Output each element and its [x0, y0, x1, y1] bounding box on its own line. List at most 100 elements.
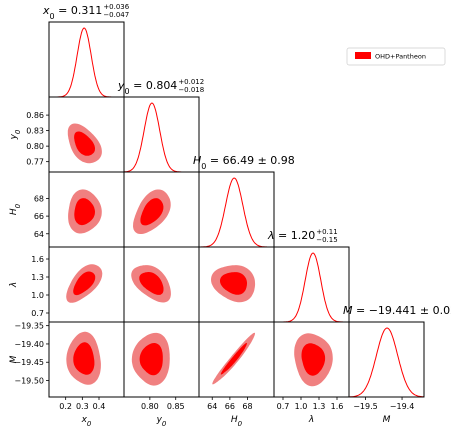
x-tick-label-H0: 68 — [242, 402, 252, 411]
contour-68-M-y0 — [139, 343, 163, 376]
panel-content — [211, 265, 256, 303]
y-tick-label-lambda: 0.7 — [31, 309, 44, 318]
y-tick-label-lambda: 1.3 — [31, 273, 44, 282]
title-plus-x0: +0.036 — [103, 3, 129, 11]
x-tick-label-lambda: 0.7 — [277, 402, 290, 411]
panel-H0-y0 — [123, 171, 200, 248]
panel-content — [66, 331, 101, 385]
x-tick-label-x0: 0.3 — [76, 402, 89, 411]
panel-frame — [198, 171, 275, 248]
x-tick-label-H0: 64 — [207, 402, 217, 411]
panel-content — [131, 332, 170, 386]
panel-content — [49, 27, 124, 97]
x-tick-label-x0: 0.4 — [93, 402, 106, 411]
contour-68-lambda-H0 — [220, 272, 247, 295]
contour-68-H0-y0 — [140, 198, 164, 226]
y-axis-label-lambda: λ — [9, 282, 19, 288]
title-minus-lambda: −0.15 — [316, 236, 337, 244]
panel-y0-y0 — [123, 96, 200, 173]
contour-68-M-lambda — [301, 343, 326, 376]
panel-content — [67, 123, 102, 164]
panel-M-M: −19.5 −19.4 M — [348, 321, 425, 425]
title-plus-y0: +0.012 — [178, 78, 204, 86]
x-tick-label-M: −19.4 — [390, 402, 415, 411]
x-axis-label-H0: H0 — [231, 415, 243, 428]
panel-lambda-H0 — [198, 246, 275, 323]
panel-content — [274, 252, 349, 322]
panel-frame — [123, 96, 200, 173]
panel-lambda-lambda — [273, 246, 350, 323]
y-tick-label-H0: 64 — [34, 230, 44, 239]
y-tick-label-M: −19.35 — [14, 322, 44, 331]
panel-content — [349, 327, 424, 397]
panel-content — [68, 189, 102, 234]
panel-lambda-y0 — [123, 246, 200, 323]
x-tick-label-x0: 0.2 — [59, 402, 72, 411]
title-H0: H0 = 66.49 ± 0.98 — [193, 154, 295, 171]
y-tick-label-M: −19.45 — [14, 358, 44, 367]
panel-content — [133, 189, 171, 234]
y-tick-label-M: −19.50 — [14, 377, 44, 386]
x-axis-label-y0: y0 — [156, 415, 167, 428]
x-tick-label-lambda: 1.6 — [331, 402, 344, 411]
x-axis-label-lambda: λ — [308, 415, 314, 425]
posterior-curve-M — [349, 327, 424, 397]
panel-content — [294, 333, 333, 387]
panels-layer: 0.770.800.830.86y0646668H00.71.01.31.6λ0… — [9, 21, 425, 428]
posterior-curve-H0 — [199, 177, 274, 247]
panel-content — [66, 264, 103, 303]
contour-68-H0-x0 — [74, 198, 95, 226]
x-axis-label-M: M — [383, 415, 391, 425]
y-tick-label-y0: 0.80 — [26, 142, 44, 151]
title-x0: x0 = 0.311 — [42, 4, 102, 21]
y-tick-label-y0: 0.83 — [26, 127, 44, 136]
x-tick-label-H0: 66 — [225, 402, 235, 411]
title-plus-lambda: +0.11 — [316, 228, 337, 236]
panel-frame — [348, 321, 425, 398]
title-M: M = −19.441 ± 0.029 — [343, 304, 451, 317]
y-tick-label-y0: 0.77 — [26, 158, 44, 167]
panel-H0-x0: 64 66 68 H0 — [9, 171, 125, 248]
panel-H0-H0 — [198, 171, 275, 248]
title-y0: y0 = 0.804 — [117, 79, 177, 96]
contour-68-lambda-y0 — [139, 272, 164, 295]
y-tick-label-H0: 66 — [34, 212, 44, 221]
title-minus-x0: −0.047 — [103, 11, 129, 19]
posterior-curve-x0 — [49, 27, 124, 97]
x-tick-label-M: −19.5 — [353, 402, 378, 411]
panel-content — [199, 177, 274, 247]
panel-y0-x0: 0.77 0.80 0.83 0.86 y0 — [9, 96, 125, 173]
x-tick-label-lambda: 1.3 — [313, 402, 326, 411]
panel-M-x0: 0.2 0.3 0.4x0 −19.50 −19.45 −19.40 −19.35 M — [9, 321, 125, 428]
y-tick-label-lambda: 1.0 — [31, 291, 44, 300]
panel-content — [212, 332, 255, 385]
contour-68-M-x0 — [73, 342, 95, 375]
posterior-curve-lambda — [274, 252, 349, 322]
y-tick-label-H0: 68 — [34, 194, 44, 203]
contour-68-M-H0 — [220, 342, 247, 375]
title-minus-y0: −0.018 — [178, 86, 204, 94]
legend: OHD+Pantheon — [346, 47, 446, 66]
x-tick-label-lambda: 1.0 — [295, 402, 308, 411]
y-axis-label-H0: H0 — [9, 203, 22, 215]
y-axis-label-M: M — [9, 355, 19, 363]
panel-M-H0: 64 66 68 H0 — [198, 321, 275, 428]
panel-lambda-x0: 0.7 1.0 1.3 1.6 λ — [9, 246, 125, 323]
legend-label: OHD+Pantheon — [375, 53, 426, 61]
contour-68-lambda-x0 — [73, 271, 96, 296]
panel-content — [124, 102, 199, 172]
title-lambda: λ = 1.20 — [267, 229, 315, 242]
contour-68-y0-x0 — [74, 131, 95, 156]
panel-x0-x0 — [48, 21, 125, 98]
x-tick-label-y0: 0.80 — [141, 402, 159, 411]
y-tick-label-y0: 0.86 — [26, 111, 44, 120]
y-tick-label-lambda: 1.6 — [31, 255, 44, 264]
legend-frame — [346, 47, 446, 66]
x-tick-label-y0: 0.85 — [167, 402, 185, 411]
legend-swatch — [355, 52, 371, 59]
panel-frame — [273, 246, 350, 323]
y-axis-label-y0: y0 — [9, 129, 22, 140]
y-tick-label-M: −19.40 — [14, 340, 44, 349]
